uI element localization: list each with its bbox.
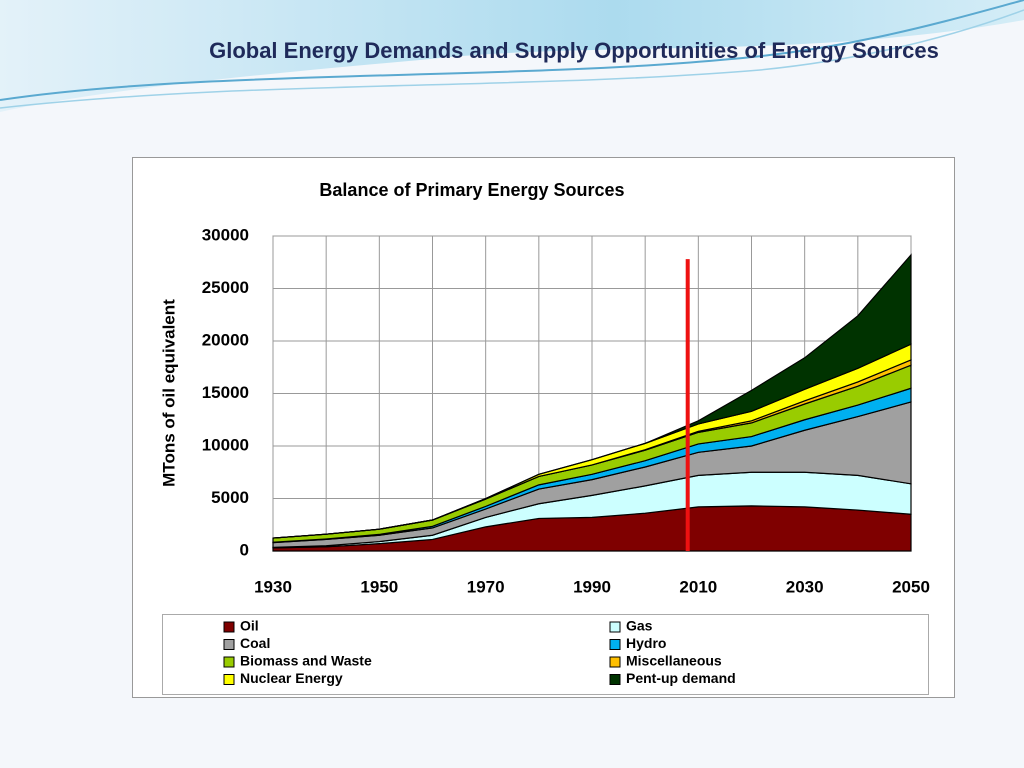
x-tick-label: 1990 — [573, 577, 611, 596]
legend-swatch — [223, 674, 235, 685]
legend-swatch — [223, 656, 235, 668]
legend-label: Nuclear Energy — [240, 670, 343, 686]
y-tick-label: 20000 — [202, 330, 249, 349]
legend-swatch — [609, 656, 621, 668]
x-tick-label: 1970 — [467, 577, 505, 596]
header-curve — [0, 9, 1024, 109]
area — [272, 253, 912, 539]
legend-label: Biomass and Waste — [240, 653, 372, 669]
slide-title: Global Energy Demands and Supply Opportu… — [209, 38, 939, 63]
legend-box — [162, 614, 929, 695]
legend-label: Pent-up demand — [626, 670, 736, 686]
legend-swatch — [609, 674, 621, 685]
y-tick-label: 10000 — [202, 435, 249, 454]
legend-label: Oil — [240, 618, 259, 634]
header-curve — [0, 0, 1024, 101]
legend-label: Gas — [626, 618, 653, 634]
legend-swatch — [223, 639, 235, 650]
chart-title: Balance of Primary Energy Sources — [319, 180, 624, 200]
y-tick-label: 30000 — [202, 225, 249, 244]
x-tick-label: 2050 — [892, 577, 930, 596]
legend-label: Miscellaneous — [626, 653, 722, 669]
x-tick-label: 1950 — [360, 577, 398, 596]
legend-swatch — [609, 639, 621, 650]
legend-label: Coal — [240, 635, 270, 651]
header-swoosh — [0, 0, 1024, 112]
y-tick-label: 0 — [240, 540, 249, 559]
x-tick-label: 1930 — [254, 577, 292, 596]
x-tick-label: 2010 — [679, 577, 717, 596]
legend-swatch — [223, 621, 235, 633]
y-tick-label: 5000 — [211, 488, 249, 507]
y-tick-label: 15000 — [202, 383, 249, 402]
x-tick-label: 2030 — [786, 577, 824, 596]
y-tick-label: 25000 — [202, 278, 249, 297]
y-axis-label: MTons of oil equivalent — [159, 299, 178, 487]
legend-swatch — [609, 621, 621, 633]
legend-label: Hydro — [626, 635, 666, 651]
